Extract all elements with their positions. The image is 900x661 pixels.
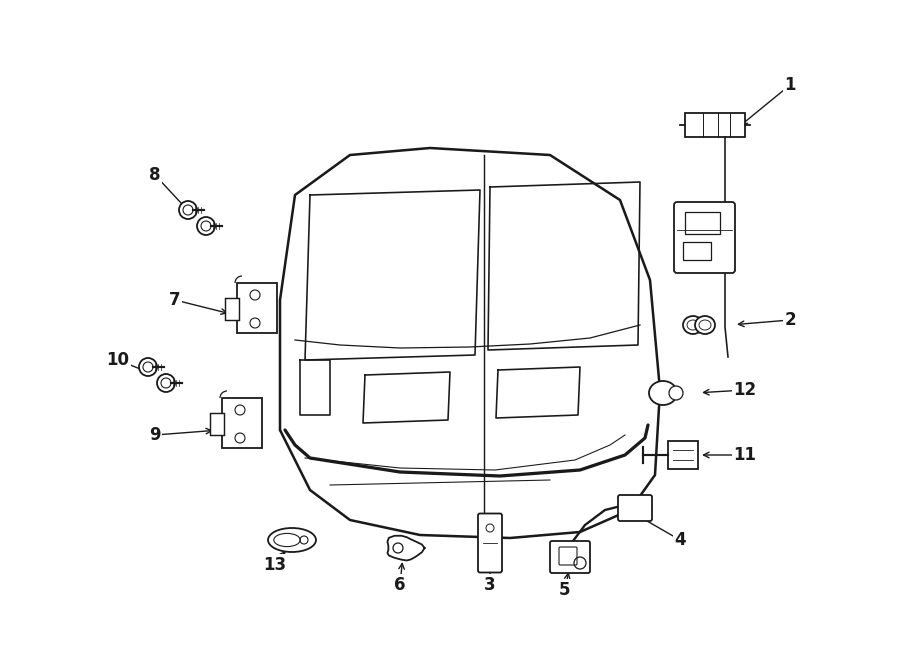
Text: 5: 5 [559,581,571,599]
FancyBboxPatch shape [618,495,652,521]
Text: 6: 6 [394,576,406,594]
Ellipse shape [669,386,683,400]
Bar [225,298,239,320]
Bar [685,113,745,137]
FancyBboxPatch shape [550,541,590,573]
Ellipse shape [649,381,677,405]
Text: 3: 3 [484,576,496,594]
Bar [685,212,720,234]
Bar [210,413,224,435]
Ellipse shape [699,320,711,330]
Text: 11: 11 [734,446,757,464]
Text: 1: 1 [784,76,796,94]
Ellipse shape [268,528,316,552]
Circle shape [201,221,211,231]
Circle shape [183,205,193,215]
Text: 9: 9 [149,426,161,444]
Text: 12: 12 [734,381,757,399]
Text: 13: 13 [264,556,286,574]
Circle shape [179,201,197,219]
Text: 7: 7 [169,291,181,309]
FancyBboxPatch shape [478,514,502,572]
Bar [683,242,711,260]
Bar [237,283,277,333]
FancyBboxPatch shape [674,202,735,273]
Circle shape [161,378,171,388]
Text: 4: 4 [674,531,686,549]
Text: 2: 2 [784,311,796,329]
Ellipse shape [695,316,715,334]
FancyBboxPatch shape [559,547,577,565]
Ellipse shape [274,533,301,547]
Text: 10: 10 [106,351,130,369]
Bar [668,441,698,469]
Ellipse shape [683,316,703,334]
Circle shape [143,362,153,372]
Circle shape [157,374,175,392]
Text: 8: 8 [149,166,161,184]
Circle shape [197,217,215,235]
Polygon shape [387,536,425,561]
Ellipse shape [687,320,699,330]
Circle shape [139,358,157,376]
Bar [222,398,262,448]
